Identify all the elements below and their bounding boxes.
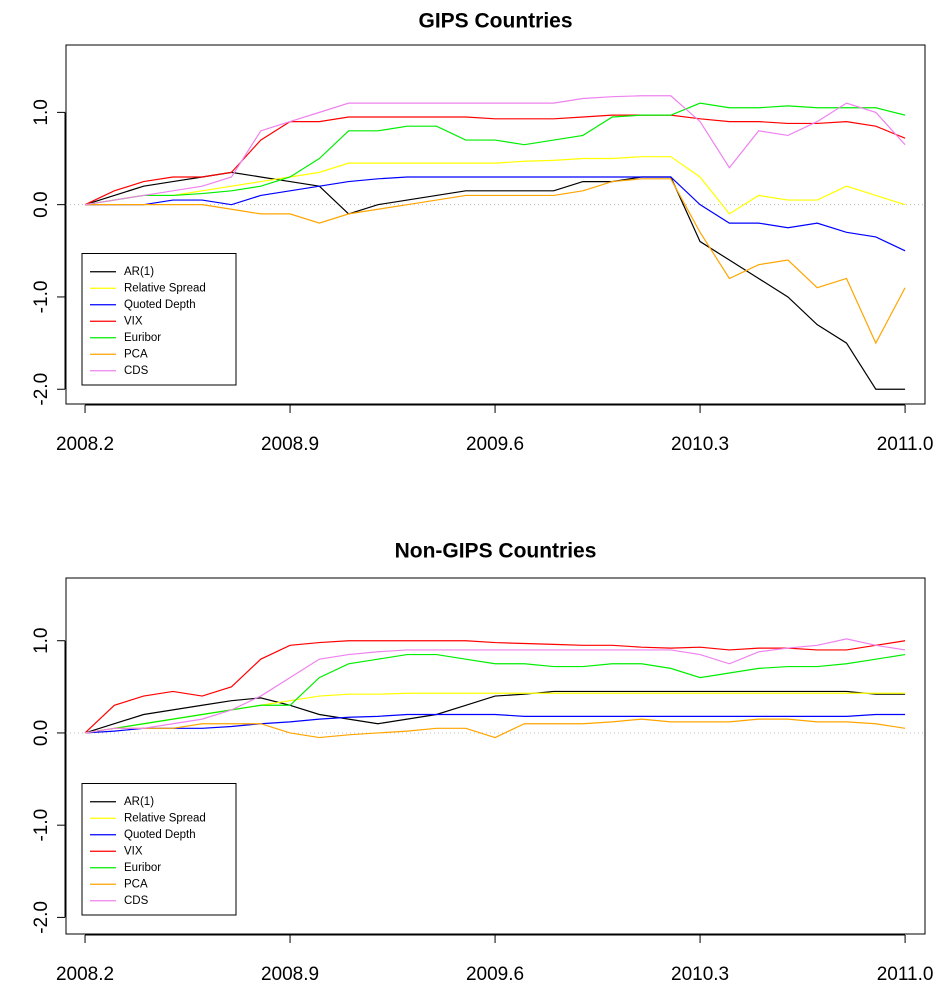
y-tick-label: 0.0 bbox=[31, 720, 52, 746]
y-tick-label: -2.0 bbox=[31, 373, 52, 406]
legend-label: Relative Spread bbox=[124, 812, 206, 824]
x-tick-label: 2008.9 bbox=[261, 434, 319, 455]
legend-label: CDS bbox=[124, 895, 149, 907]
chart-title: Non-GIPS Countries bbox=[395, 540, 597, 563]
legend-box bbox=[81, 253, 237, 386]
x-tick-label: 2009.6 bbox=[466, 964, 524, 985]
legend-label: VIX bbox=[124, 315, 143, 327]
legend-label: VIX bbox=[124, 845, 143, 857]
y-tick-label: -1.0 bbox=[31, 809, 52, 842]
legend-label: AR(1) bbox=[124, 266, 154, 278]
series-line bbox=[85, 176, 906, 252]
series-line bbox=[85, 178, 906, 345]
x-tick-label: 2008.2 bbox=[56, 964, 114, 985]
series-line bbox=[84, 95, 906, 206]
legend-label: PCA bbox=[124, 348, 148, 360]
x-tick-label: 2009.6 bbox=[466, 434, 524, 455]
x-tick-label: 2008.9 bbox=[261, 964, 319, 985]
legend-label: CDS bbox=[124, 365, 149, 377]
x-tick-label: 2011.0 bbox=[877, 434, 934, 455]
y-tick-label: 1.0 bbox=[31, 628, 52, 654]
plot-frame bbox=[65, 577, 926, 935]
x-tick-label: 2008.2 bbox=[56, 434, 114, 455]
legend-label: Quoted Depth bbox=[124, 299, 196, 311]
series-line bbox=[84, 640, 906, 734]
y-tick-label: -2.0 bbox=[31, 901, 52, 934]
legend-label: Relative Spread bbox=[124, 282, 206, 294]
panel: GIPS Countries 2008.2 2008.9 2009.6 2010.3 20… bbox=[31, 10, 933, 455]
series-line bbox=[84, 102, 906, 206]
legend-label: Quoted Depth bbox=[124, 829, 196, 841]
plot-frame bbox=[65, 44, 926, 405]
series-line bbox=[84, 156, 906, 215]
series-line bbox=[84, 114, 906, 206]
series-line bbox=[84, 653, 906, 734]
x-tick-label: 2011.0 bbox=[877, 964, 934, 985]
x-tick-label: 2010.3 bbox=[671, 434, 729, 455]
chart-title: GIPS Countries bbox=[418, 10, 572, 33]
legend-box bbox=[81, 783, 237, 916]
panel: Non-GIPS Countries 2008.2 2008.9 2009.6 2010… bbox=[31, 540, 933, 985]
legend-label: AR(1) bbox=[124, 796, 154, 808]
series-line bbox=[85, 713, 906, 734]
series-line bbox=[84, 718, 906, 739]
y-tick-label: 0.0 bbox=[31, 191, 52, 217]
y-tick-label: 1.0 bbox=[31, 99, 52, 125]
series-line bbox=[84, 690, 906, 734]
legend-label: Euribor bbox=[124, 862, 161, 874]
legend-label: Euribor bbox=[124, 332, 161, 344]
series-line bbox=[84, 638, 906, 734]
x-tick-label: 2010.3 bbox=[671, 964, 729, 985]
legend-label: PCA bbox=[124, 878, 148, 890]
y-tick-label: -1.0 bbox=[31, 281, 52, 314]
